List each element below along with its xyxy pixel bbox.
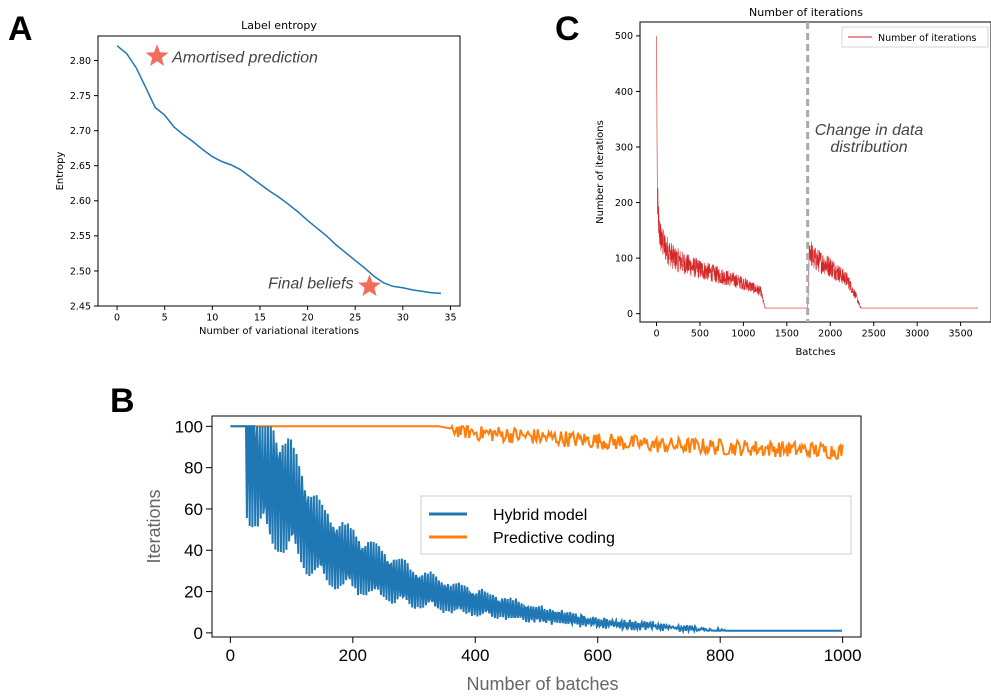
chart-a-y-tick-label: 2.65	[70, 161, 91, 172]
chart-b-legend: Hybrid model Predictive coding	[420, 495, 852, 555]
chart-a-x-tick-label: 20	[302, 313, 314, 324]
chart-a-y-tick-label: 2.50	[70, 266, 91, 277]
chart-a-x-tick-label: 35	[444, 313, 456, 324]
chart-a-y-axis-label: Entropy	[55, 151, 66, 190]
chart-c-annotation-line1: Change in data	[815, 122, 924, 139]
chart-c-x-tick-label: 1000	[731, 329, 755, 340]
chart-a-y-tick-label: 2.55	[70, 231, 91, 242]
chart-b-legend-label-predictive: Predictive coding	[493, 530, 615, 547]
chart-a-x-tick-label: 10	[206, 313, 218, 324]
chart-b-x-tick-label: 0	[226, 646, 235, 665]
chart-b-x-tick-label: 1000	[824, 646, 862, 665]
chart-a-x-tick-label: 5	[162, 313, 168, 324]
chart-a-x-tick-label: 15	[254, 313, 266, 324]
chart-c-iterations-line	[656, 35, 978, 309]
chart-a-x-axis-label: Number of variational iterations	[199, 326, 359, 337]
chart-c-y-tick-label: 100	[615, 253, 633, 264]
chart-c-frame	[639, 21, 991, 323]
chart-a-annotation-label: Final beliefs	[268, 275, 353, 292]
chart-a-annotations: Amortised prediction Final beliefs	[145, 44, 381, 297]
chart-b-x-tick-label: 800	[706, 646, 734, 665]
chart-c-annotation-line2: distribution	[830, 139, 907, 156]
chart-b-x-ticks: 0 200 400 600 800 1000	[226, 637, 862, 665]
chart-a-x-ticks: 0 5 10 15 20 25 30 35	[114, 306, 457, 324]
chart-c-legend-label: Number of iterations	[878, 33, 976, 44]
chart-a-y-ticks: 2.45 2.50 2.55 2.60 2.65 2.70 2.75 2.80	[70, 56, 98, 312]
chart-c-x-tick-label: 3500	[948, 329, 972, 340]
chart-a-y-tick-label: 2.80	[70, 56, 91, 67]
chart-b-x-axis-label: Number of batches	[466, 674, 618, 694]
chart-a-y-tick-label: 2.75	[70, 91, 91, 102]
chart-c-y-ticks: 0 100 200 300 400 500	[615, 31, 640, 320]
chart-b-hybrid-model-line	[230, 425, 842, 635]
chart-b-x-tick-label: 200	[339, 646, 367, 665]
star-marker-icon	[145, 44, 169, 66]
chart-c-y-axis-label: Number of iterations	[595, 120, 606, 224]
chart-c-y-tick-label: 300	[615, 142, 633, 153]
chart-a-x-tick-label: 30	[397, 313, 409, 324]
chart-c-x-tick-label: 2000	[818, 329, 842, 340]
chart-c-x-tick-label: 500	[691, 329, 709, 340]
panel-c: C Number of iterations 0 500 1000 1500 2000 2…	[555, 6, 991, 358]
chart-a-annotation-label: Amortised prediction	[171, 49, 318, 66]
chart-b-y-ticks: 0 20 40 60 80 100	[175, 417, 212, 643]
chart-c-x-tick-label: 1500	[775, 329, 799, 340]
chart-b-legend-box	[420, 495, 852, 555]
chart-b-y-tick-label: 60	[184, 500, 203, 519]
chart-a-y-tick-label: 2.45	[70, 301, 91, 312]
chart-c-x-tick-label: 0	[653, 329, 659, 340]
chart-b-y-tick-label: 40	[184, 541, 203, 560]
chart-b-x-tick-label: 400	[461, 646, 489, 665]
chart-a-x-tick-label: 25	[349, 313, 361, 324]
chart-a-y-tick-label: 2.60	[70, 196, 91, 207]
chart-b-y-tick-label: 80	[184, 459, 203, 478]
panel-label-b: B	[110, 382, 135, 420]
chart-c-y-tick-label: 0	[627, 309, 633, 320]
chart-a-entropy-line	[116, 45, 441, 295]
chart-c-x-ticks: 0 500 1000 1500 2000 2500 3000 3500	[653, 322, 973, 340]
chart-b-y-tick-label: 0	[194, 624, 203, 643]
panel-a: A Label entropy 0 5 10 15 20 25 30 35 2.452.502…	[8, 10, 461, 337]
chart-c-x-axis-label: Batches	[795, 347, 835, 358]
chart-b-y-tick-label: 20	[184, 583, 203, 602]
chart-c-y-tick-label: 200	[615, 198, 633, 209]
panel-label-a: A	[8, 10, 33, 48]
chart-a-title: Label entropy	[241, 19, 317, 32]
chart-b-y-tick-label: 100	[175, 417, 203, 436]
chart-b-predictive-coding-line	[230, 423, 844, 460]
chart-c-title: Number of iterations	[749, 6, 863, 19]
chart-c-y-tick-label: 500	[615, 31, 633, 42]
chart-c-x-tick-label: 2500	[862, 329, 886, 340]
chart-b-legend-label-hybrid: Hybrid model	[493, 507, 587, 524]
chart-c-legend: Number of iterations	[841, 26, 989, 48]
chart-c-y-tick-label: 400	[615, 87, 633, 98]
chart-c-legend-box	[841, 26, 989, 48]
chart-b-frame	[211, 415, 862, 638]
panel-b: B 0 200 400 600 800 1000 0 20 40 60 80 100 Hybrid …	[110, 382, 862, 694]
chart-b-x-tick-label: 600	[584, 646, 612, 665]
chart-a-y-tick-label: 2.70	[70, 126, 91, 137]
panel-label-c: C	[555, 10, 580, 48]
chart-a-x-tick-label: 0	[114, 313, 120, 324]
chart-b-y-axis-label: Iterations	[144, 489, 164, 563]
chart-c-x-tick-label: 3000	[905, 329, 929, 340]
star-marker-icon	[358, 274, 381, 297]
chart-a-frame	[97, 35, 461, 307]
